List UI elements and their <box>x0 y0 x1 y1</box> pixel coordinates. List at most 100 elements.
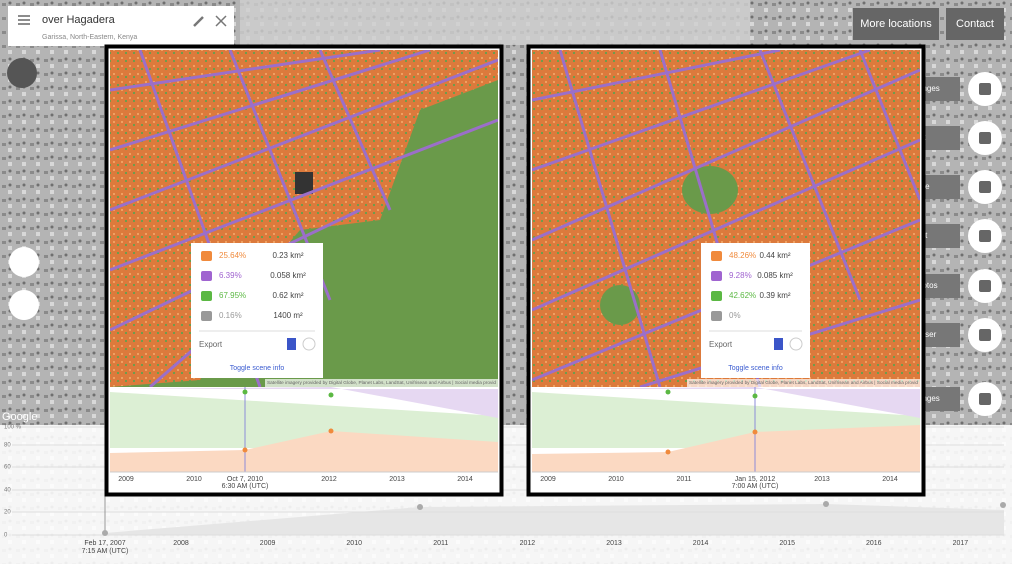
class-area: 0.058 km² <box>270 271 306 280</box>
class-icon <box>711 311 722 321</box>
class-percent: 48.26% <box>729 251 756 260</box>
year-label: 2008 <box>173 540 189 547</box>
urban-point <box>752 429 758 435</box>
export-icon[interactable] <box>287 338 296 350</box>
satellite-strip <box>240 0 750 45</box>
more-locations-button[interactable] <box>853 8 939 40</box>
search-subtitle: Garissa, North-Eastern, Kenya <box>42 34 137 41</box>
edit-icon[interactable] <box>193 16 204 27</box>
road <box>318 50 392 211</box>
zoom-in-button[interactable] <box>9 247 39 277</box>
year-label: 2014 <box>882 476 898 483</box>
class-area: 0.44 km² <box>759 251 790 260</box>
year-label: 2009 <box>540 476 556 483</box>
class-icon <box>711 251 722 261</box>
road <box>858 50 920 201</box>
menu-icon[interactable] <box>18 15 30 25</box>
point <box>823 501 829 507</box>
class-percent: 67.95% <box>219 291 246 300</box>
y-label: 40 <box>4 488 11 494</box>
toggle-scene-info[interactable]: Toggle scene info <box>728 365 783 372</box>
side-icon <box>979 393 991 405</box>
year-label: 2015 <box>779 540 795 547</box>
year-label: 2011 <box>676 476 691 483</box>
year-label: 2009 <box>118 476 134 483</box>
export-icon[interactable] <box>774 338 783 350</box>
stats-box <box>191 243 323 378</box>
year-label: 2012 <box>520 540 536 547</box>
y-label: 20 <box>4 510 11 516</box>
attribution: Satellite imagery provided by Digital Gl… <box>689 380 919 385</box>
open-area <box>600 285 640 325</box>
road <box>110 50 431 152</box>
side-label[interactable]: anges <box>918 84 940 93</box>
date-label: Jan 15, 2012 <box>735 476 776 483</box>
year-label: 2017 <box>953 540 969 547</box>
y-label: 60 <box>4 465 11 471</box>
year-label: 2014 <box>693 540 709 547</box>
urban-point <box>242 447 248 453</box>
class-icon <box>201 251 212 261</box>
map-credit: Google <box>2 411 37 423</box>
close-icon[interactable] <box>215 15 227 27</box>
year-label: 2013 <box>606 540 622 547</box>
road <box>110 50 381 92</box>
zoom-out-button[interactable] <box>9 290 39 320</box>
search-box[interactable] <box>8 6 234 46</box>
globe-icon[interactable] <box>789 337 803 351</box>
vegetation-point <box>242 389 248 395</box>
comparison-panel: Satellite imagery provided by Digital Gl… <box>104 44 504 497</box>
attribution-bar <box>687 379 920 387</box>
class-percent: 0.16% <box>219 311 242 320</box>
road <box>532 138 920 312</box>
road <box>558 50 662 387</box>
export-label: Export <box>199 340 223 349</box>
button-label[interactable]: More locations <box>860 18 932 30</box>
time-label: 7:00 AM (UTC) <box>732 483 779 490</box>
comparison-panel: Satellite imagery provided by Digital Gl… <box>526 44 926 497</box>
year-label: 2011 <box>433 540 448 547</box>
class-area: 1400 m² <box>273 311 303 320</box>
side-icon <box>979 329 991 341</box>
side-label[interactable]: ruser <box>918 330 937 339</box>
vegetation-point <box>752 393 758 399</box>
road <box>110 118 498 272</box>
side-icon <box>979 132 991 144</box>
contact-button[interactable] <box>946 8 1004 40</box>
attribution-bar <box>265 379 498 387</box>
urban-point <box>328 428 334 434</box>
year-label: 2016 <box>866 540 882 547</box>
globe-icon[interactable] <box>302 337 316 351</box>
class-icon <box>201 311 212 321</box>
class-percent: 9.28% <box>729 271 752 280</box>
year-label: 2014 <box>457 476 473 483</box>
road-band <box>110 387 498 418</box>
class-percent: 42.62% <box>729 291 756 300</box>
urban-band <box>110 431 498 472</box>
side-label[interactable]: hotos <box>918 281 938 290</box>
time-label: 7:15 AM (UTC) <box>82 548 129 555</box>
y-label: 80 <box>4 443 11 449</box>
urban-point <box>665 449 671 455</box>
road <box>110 58 498 212</box>
year-label: 2013 <box>389 476 405 483</box>
class-icon <box>201 291 212 301</box>
button-label[interactable]: Contact <box>956 18 994 30</box>
y-label: 100 % <box>4 425 22 431</box>
time-label: 6:30 AM (UTC) <box>222 483 269 490</box>
toggle-scene-info[interactable]: Toggle scene info <box>230 365 285 372</box>
year-label: 2010 <box>186 476 202 483</box>
point <box>1000 502 1006 508</box>
vegetation-point <box>328 392 334 398</box>
road-band <box>532 387 920 418</box>
year-label: 2010 <box>346 540 362 547</box>
class-icon <box>711 271 722 281</box>
year-label: 2012 <box>321 476 337 483</box>
class-icon <box>711 291 722 301</box>
layer-button[interactable] <box>7 58 37 88</box>
open-area <box>682 166 738 214</box>
date-label: Oct 7, 2010 <box>227 476 263 483</box>
point <box>102 530 108 536</box>
side-label[interactable]: anges <box>918 394 940 403</box>
